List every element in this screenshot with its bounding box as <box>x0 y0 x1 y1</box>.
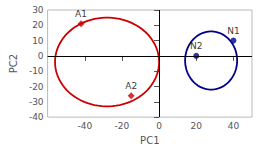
svg-text:10: 10 <box>32 36 44 46</box>
svg-text:-40: -40 <box>29 112 44 122</box>
svg-text:20: 20 <box>191 121 203 131</box>
svg-text:-40: -40 <box>77 121 92 131</box>
svg-text:PC1: PC1 <box>140 135 159 146</box>
svg-text:-30: -30 <box>29 97 44 107</box>
svg-text:N1: N1 <box>227 26 239 36</box>
svg-text:-20: -20 <box>115 121 130 131</box>
svg-text:PC2: PC2 <box>8 54 19 73</box>
svg-text:-20: -20 <box>29 82 44 92</box>
svg-text:30: 30 <box>32 5 44 15</box>
svg-text:A2: A2 <box>125 81 137 91</box>
svg-text:0: 0 <box>156 121 162 131</box>
svg-text:-10: -10 <box>29 66 44 76</box>
svg-text:A1: A1 <box>75 9 87 19</box>
svg-text:N2: N2 <box>190 41 202 51</box>
svg-text:40: 40 <box>228 121 240 131</box>
svg-text:20: 20 <box>32 20 44 30</box>
svg-text:0: 0 <box>38 51 44 61</box>
